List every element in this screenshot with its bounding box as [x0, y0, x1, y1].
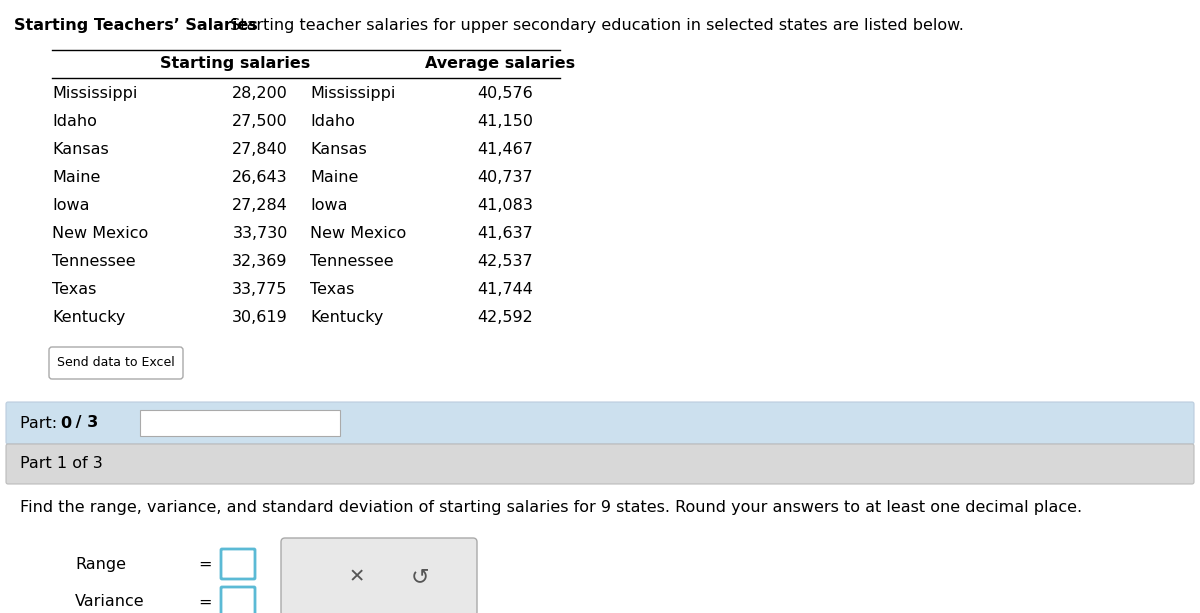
Text: New Mexico: New Mexico	[52, 226, 149, 241]
Text: Range: Range	[74, 557, 126, 571]
Text: 27,840: 27,840	[232, 142, 288, 157]
Text: 41,637: 41,637	[478, 226, 533, 241]
FancyBboxPatch shape	[281, 538, 478, 613]
Text: Starting salaries: Starting salaries	[160, 56, 310, 71]
Text: 40,737: 40,737	[478, 170, 533, 185]
FancyBboxPatch shape	[221, 549, 256, 579]
Text: Tennessee: Tennessee	[310, 254, 394, 269]
Text: 41,150: 41,150	[478, 114, 533, 129]
Text: Average salaries: Average salaries	[425, 56, 575, 71]
Bar	[140, 410, 340, 436]
Text: Mississippi: Mississippi	[52, 86, 137, 101]
Text: 41,744: 41,744	[478, 282, 533, 297]
Text: Variance: Variance	[74, 595, 145, 609]
Text: New Mexico: New Mexico	[310, 226, 407, 241]
Text: Send data to Excel: Send data to Excel	[58, 357, 175, 370]
Text: 30,619: 30,619	[232, 310, 288, 325]
Text: 33,730: 33,730	[233, 226, 288, 241]
FancyBboxPatch shape	[49, 347, 182, 379]
FancyBboxPatch shape	[221, 587, 256, 613]
Text: / 3: / 3	[70, 416, 98, 430]
Text: 40,576: 40,576	[478, 86, 533, 101]
Text: 33,775: 33,775	[233, 282, 288, 297]
Text: 42,592: 42,592	[478, 310, 533, 325]
Text: 42,537: 42,537	[478, 254, 533, 269]
Text: ↺: ↺	[412, 567, 430, 587]
Text: Starting teacher salaries for upper secondary education in selected states are l: Starting teacher salaries for upper seco…	[224, 18, 964, 33]
Text: 32,369: 32,369	[233, 254, 288, 269]
Text: 27,284: 27,284	[232, 198, 288, 213]
Text: Kansas: Kansas	[310, 142, 367, 157]
Text: Iowa: Iowa	[310, 198, 348, 213]
Text: Idaho: Idaho	[310, 114, 355, 129]
Text: Find the range, variance, and standard deviation of starting salaries for 9 stat: Find the range, variance, and standard d…	[20, 500, 1082, 515]
Text: Idaho: Idaho	[52, 114, 97, 129]
Text: Mississippi: Mississippi	[310, 86, 395, 101]
Text: ✕: ✕	[348, 568, 365, 587]
Text: Part:: Part:	[20, 416, 62, 430]
Text: Part 1 of 3: Part 1 of 3	[20, 457, 103, 471]
Text: Kentucky: Kentucky	[52, 310, 125, 325]
Text: Kansas: Kansas	[52, 142, 109, 157]
Text: Kentucky: Kentucky	[310, 310, 383, 325]
Text: 0: 0	[60, 416, 71, 430]
Text: =: =	[198, 595, 211, 609]
Text: =: =	[198, 557, 211, 571]
Text: 41,467: 41,467	[478, 142, 533, 157]
Text: 26,643: 26,643	[232, 170, 288, 185]
Text: Starting Teachers’ Salaries: Starting Teachers’ Salaries	[14, 18, 258, 33]
FancyBboxPatch shape	[6, 444, 1194, 484]
Text: Maine: Maine	[52, 170, 101, 185]
Text: 27,500: 27,500	[232, 114, 288, 129]
Text: 28,200: 28,200	[232, 86, 288, 101]
Text: Iowa: Iowa	[52, 198, 90, 213]
Text: 41,083: 41,083	[478, 198, 533, 213]
Text: Maine: Maine	[310, 170, 359, 185]
Text: Texas: Texas	[310, 282, 354, 297]
FancyBboxPatch shape	[6, 402, 1194, 444]
Text: Tennessee: Tennessee	[52, 254, 136, 269]
Text: Texas: Texas	[52, 282, 96, 297]
